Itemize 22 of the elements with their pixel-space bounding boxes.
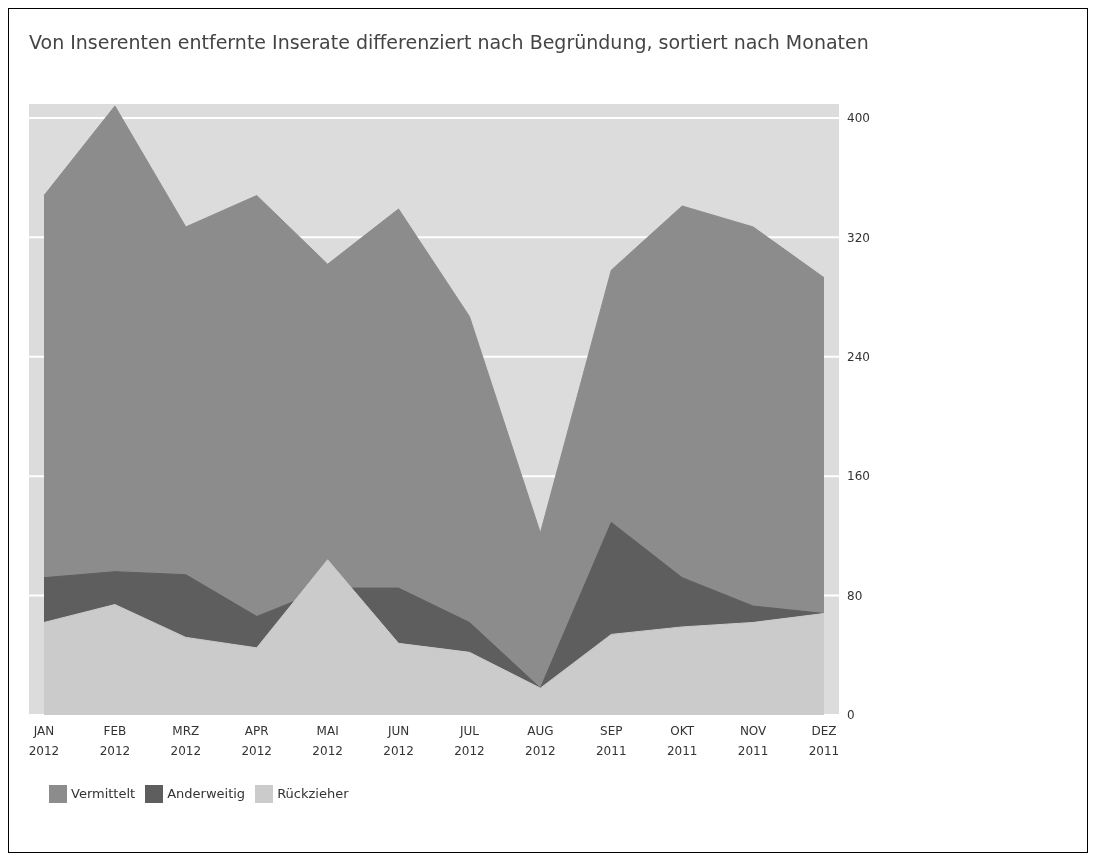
y-tick-label: 240 xyxy=(847,350,870,365)
x-tick-label: MAI 2012 xyxy=(312,724,343,758)
legend-label: Anderweitig xyxy=(167,785,246,801)
x-tick-label: OKT 2011 xyxy=(666,724,698,758)
chart-title: Von Inserenten entfernte Inserate differenziert nach Begründung, sortiert nach Monaten xyxy=(28,30,870,53)
x-tick-label: AUG 2012 xyxy=(525,724,556,758)
y-tick-label: 160 xyxy=(847,469,870,484)
x-tick-label: FEB 2012 xyxy=(99,724,131,758)
x-tick-label: DEZ 2011 xyxy=(808,724,840,758)
x-tick-label: MRZ 2012 xyxy=(170,724,202,758)
y-tick-label: 0 xyxy=(847,708,855,723)
legend-label: Vermittelt xyxy=(71,785,136,801)
y-tick-label: 80 xyxy=(847,588,863,603)
legend-label: Rückzieher xyxy=(277,785,349,801)
x-tick-label: JAN 2012 xyxy=(28,724,60,758)
y-tick-label: 320 xyxy=(847,230,870,245)
x-tick-label: JUL 2012 xyxy=(454,724,485,758)
x-tick-label: NOV 2011 xyxy=(737,724,769,758)
y-tick-label: 400 xyxy=(847,111,870,126)
x-tick-label: APR 2012 xyxy=(241,724,272,758)
x-tick-label: SEP 2011 xyxy=(596,724,627,758)
x-tick-label: JUN 2012 xyxy=(383,724,414,758)
